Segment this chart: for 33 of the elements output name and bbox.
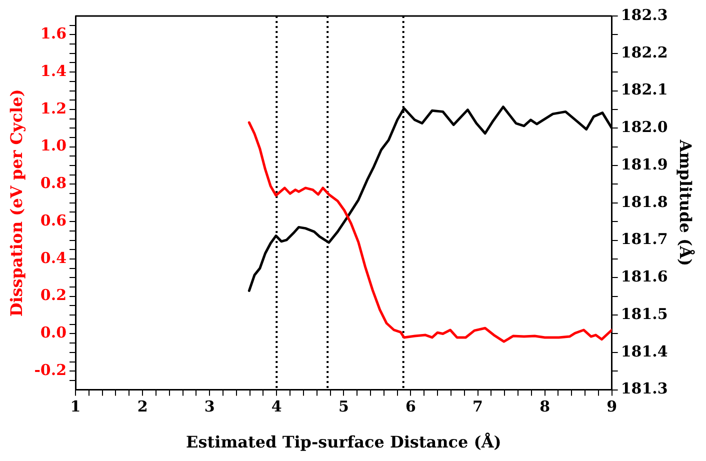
y2-tick-label: 181.8 — [620, 192, 668, 211]
y-tick-label: 0.4 — [40, 248, 67, 267]
y-tick-label: 1.4 — [40, 62, 67, 80]
y-tick-label: 0.6 — [40, 211, 67, 230]
y-tick-label: 1.0 — [40, 136, 67, 155]
x-tick-label: 1 — [70, 398, 81, 416]
x-tick-label: 8 — [540, 398, 550, 416]
y-tick-label: 0.8 — [40, 174, 67, 192]
y2-tick-label: 182.0 — [620, 118, 668, 136]
x-tick-label: 6 — [405, 398, 416, 416]
y2-tick-label: 181.3 — [620, 380, 668, 398]
y-tick-label: 1.2 — [40, 99, 67, 118]
y-tick-label: 1.6 — [40, 24, 67, 43]
y-tick-label: 0.2 — [40, 286, 67, 304]
x-tick-label: 4 — [271, 398, 282, 416]
y2-tick-label: 182.2 — [620, 43, 668, 62]
x-tick-label: 5 — [338, 398, 349, 416]
x-tick-label: 3 — [204, 398, 215, 416]
y2-tick-label: 182.1 — [620, 80, 668, 99]
y-tick-label: -0.2 — [34, 361, 67, 379]
x-tick-label: 2 — [137, 398, 148, 416]
y-tick-label: 0.0 — [40, 324, 67, 342]
y2-tick-label: 181.4 — [620, 342, 668, 360]
x-tick-label: 9 — [606, 398, 618, 416]
x-tick-label: 7 — [472, 398, 483, 416]
y2-tick-label: 181.9 — [620, 155, 668, 174]
y2-tick-label: 182.3 — [620, 6, 668, 24]
y-axis-title: Disspation (eV per Cycle) — [6, 89, 26, 317]
y2-axis-title: Amplitude (Å) — [676, 138, 696, 266]
y2-tick-label: 181.7 — [620, 230, 668, 248]
x-axis-title: Estimated Tip-surface Distance (Å) — [186, 432, 502, 452]
y2-tick-label: 181.5 — [620, 304, 668, 323]
y2-tick-label: 181.6 — [620, 268, 668, 286]
